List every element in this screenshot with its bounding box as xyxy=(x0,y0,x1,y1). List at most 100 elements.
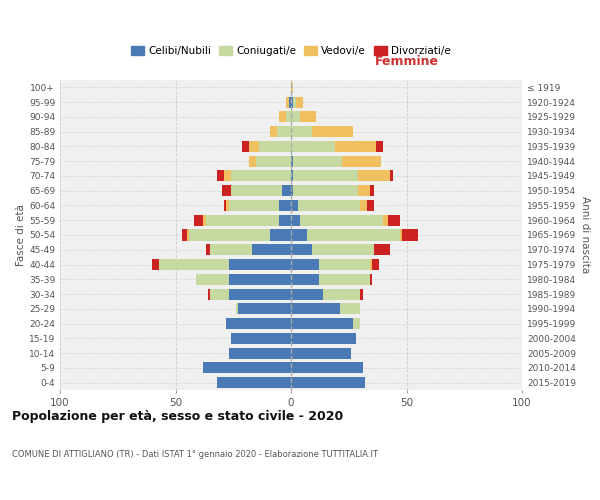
Bar xyxy=(291,230,307,240)
Bar xyxy=(231,170,291,181)
Bar xyxy=(335,141,376,152)
Bar xyxy=(222,185,231,196)
Bar xyxy=(300,214,383,226)
Bar xyxy=(291,362,362,374)
Bar xyxy=(383,214,388,226)
Bar xyxy=(312,244,374,256)
Bar xyxy=(196,274,229,285)
Bar xyxy=(360,288,362,300)
Bar xyxy=(242,141,250,152)
Bar xyxy=(231,185,282,196)
Bar xyxy=(226,318,291,329)
Bar xyxy=(293,96,296,108)
Bar xyxy=(342,156,381,166)
Y-axis label: Anni di nascita: Anni di nascita xyxy=(580,196,590,274)
Bar xyxy=(370,185,374,196)
Bar xyxy=(229,259,291,270)
Bar xyxy=(236,304,238,314)
Bar xyxy=(224,200,226,211)
Bar xyxy=(291,156,293,166)
Bar xyxy=(229,274,291,285)
Bar xyxy=(358,185,370,196)
Bar xyxy=(256,156,291,166)
Bar xyxy=(374,244,391,256)
Bar xyxy=(291,333,356,344)
Bar xyxy=(360,200,367,211)
Bar xyxy=(289,96,291,108)
Bar xyxy=(291,200,298,211)
Bar xyxy=(319,259,370,270)
Bar xyxy=(291,126,312,137)
Bar xyxy=(190,230,270,240)
Bar xyxy=(250,141,259,152)
Bar xyxy=(300,112,316,122)
Legend: Celibi/Nubili, Coniugati/e, Vedovi/e, Divorziati/e: Celibi/Nubili, Coniugati/e, Vedovi/e, Di… xyxy=(127,42,455,60)
Bar xyxy=(210,244,252,256)
Bar xyxy=(250,156,256,166)
Bar xyxy=(372,259,379,270)
Bar xyxy=(280,200,291,211)
Bar xyxy=(231,333,291,344)
Bar xyxy=(217,377,291,388)
Bar xyxy=(312,126,353,137)
Bar xyxy=(291,185,293,196)
Bar xyxy=(182,230,187,240)
Bar xyxy=(298,200,360,211)
Bar xyxy=(259,141,291,152)
Bar xyxy=(293,156,342,166)
Bar xyxy=(370,259,372,270)
Bar xyxy=(291,377,365,388)
Bar xyxy=(358,170,391,181)
Bar xyxy=(194,214,203,226)
Bar xyxy=(291,348,351,358)
Bar xyxy=(293,170,358,181)
Bar xyxy=(286,112,291,122)
Bar xyxy=(402,230,418,240)
Bar xyxy=(367,200,374,211)
Bar xyxy=(203,362,291,374)
Bar xyxy=(217,170,224,181)
Text: Popolazione per età, sesso e stato civile - 2020: Popolazione per età, sesso e stato civil… xyxy=(12,410,343,423)
Bar xyxy=(340,304,360,314)
Bar xyxy=(252,244,291,256)
Bar xyxy=(280,112,286,122)
Bar xyxy=(291,141,335,152)
Text: COMUNE DI ATTIGLIANO (TR) - Dati ISTAT 1° gennaio 2020 - Elaborazione TUTTITALIA: COMUNE DI ATTIGLIANO (TR) - Dati ISTAT 1… xyxy=(12,450,378,459)
Bar xyxy=(277,126,291,137)
Bar xyxy=(291,112,300,122)
Bar xyxy=(291,318,353,329)
Bar xyxy=(203,214,206,226)
Bar xyxy=(282,185,291,196)
Bar xyxy=(353,318,360,329)
Bar xyxy=(291,304,340,314)
Bar xyxy=(280,214,291,226)
Bar xyxy=(296,96,302,108)
Bar xyxy=(152,259,160,270)
Bar xyxy=(307,230,400,240)
Bar xyxy=(319,274,370,285)
Bar xyxy=(376,141,383,152)
Bar xyxy=(229,200,280,211)
Bar xyxy=(291,214,300,226)
Bar xyxy=(400,230,402,240)
Bar xyxy=(210,288,229,300)
Bar xyxy=(323,288,360,300)
Bar xyxy=(206,214,280,226)
Y-axis label: Fasce di età: Fasce di età xyxy=(16,204,26,266)
Bar xyxy=(291,259,319,270)
Bar xyxy=(270,126,277,137)
Text: Femmine: Femmine xyxy=(374,54,439,68)
Bar xyxy=(229,288,291,300)
Bar xyxy=(206,244,210,256)
Bar xyxy=(291,82,293,93)
Bar xyxy=(388,214,400,226)
Bar xyxy=(291,96,293,108)
Bar xyxy=(238,304,291,314)
Bar xyxy=(208,288,210,300)
Bar xyxy=(291,288,323,300)
Bar xyxy=(291,274,319,285)
Bar xyxy=(229,348,291,358)
Bar xyxy=(286,96,289,108)
Bar xyxy=(291,170,293,181)
Bar xyxy=(391,170,392,181)
